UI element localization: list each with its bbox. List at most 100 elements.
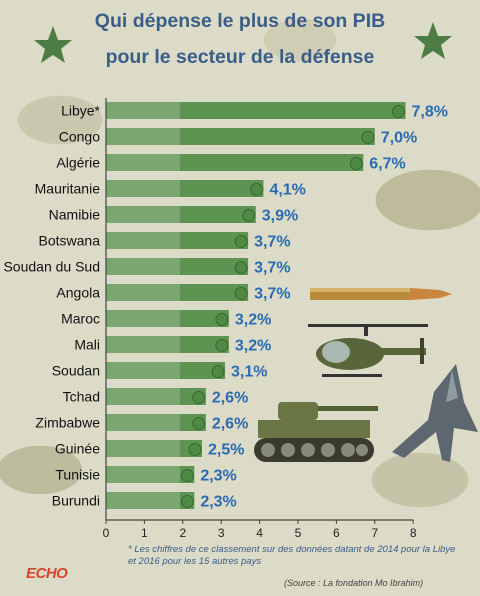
data-label: 7,8%	[412, 104, 448, 121]
bar	[106, 154, 364, 171]
money-bag-icon	[250, 183, 263, 196]
bar	[106, 128, 375, 145]
category-label: Soudan du Sud	[3, 259, 100, 275]
data-label: 2,5%	[208, 442, 244, 459]
data-label: 3,7%	[254, 234, 290, 251]
bar	[106, 336, 229, 353]
category-label: Angola	[56, 285, 100, 301]
flag-icon	[106, 414, 180, 431]
money-bag-icon	[211, 365, 225, 378]
bar	[106, 180, 264, 197]
data-label: 3,7%	[254, 286, 290, 303]
data-label: 3,9%	[262, 208, 298, 225]
money-bag-icon	[361, 131, 375, 144]
category-label: Zimbabwe	[35, 415, 100, 431]
chart-title-line1: Qui dépense le plus de son PIB	[94, 10, 386, 32]
flag-icon	[106, 206, 180, 223]
flag-icon	[106, 102, 180, 119]
data-label: 3,2%	[235, 312, 271, 329]
chart-title-line2: pour le secteur de la défense	[105, 46, 375, 68]
money-bag-icon	[180, 495, 194, 508]
source-note: (Source : La fondation Mo Ibrahim)	[284, 578, 424, 588]
bullet-illustration	[310, 288, 452, 300]
category-label: Botswana	[39, 233, 101, 249]
money-bag-icon	[234, 235, 248, 248]
category-label: Soudan	[52, 363, 100, 379]
x-tick-label: 7	[371, 526, 378, 540]
flag-icon	[106, 232, 180, 249]
star-icon	[34, 26, 72, 63]
flag-icon	[106, 388, 180, 405]
bar	[106, 284, 249, 301]
money-bag-icon	[180, 469, 194, 482]
category-label: Congo	[59, 129, 100, 145]
category-label: Algérie	[56, 155, 100, 171]
money-bag-icon	[349, 157, 363, 170]
flag-icon	[106, 180, 180, 197]
x-tick-label: 8	[410, 526, 417, 540]
money-bag-icon	[215, 313, 229, 326]
data-label: 3,1%	[231, 364, 267, 381]
bar	[106, 388, 206, 405]
data-label: 2,3%	[200, 468, 236, 485]
category-label: Libye*	[61, 103, 100, 119]
data-label: 2,3%	[200, 494, 236, 511]
money-bag-icon	[215, 339, 229, 352]
bar	[106, 206, 256, 223]
category-label: Mali	[74, 337, 100, 353]
bar-chart: Libye* 7,8% Congo 7,0% Algérie 6,7% Mauritanie…	[3, 98, 448, 540]
money-bag-icon	[234, 261, 248, 274]
data-label: 4,1%	[269, 182, 305, 199]
flag-icon	[106, 492, 180, 509]
category-label: Mauritanie	[35, 181, 101, 197]
flag-icon	[106, 258, 180, 275]
star-icon	[414, 22, 452, 59]
tank-illustration	[254, 402, 378, 462]
flag-icon	[106, 128, 180, 145]
category-label: Tunisie	[55, 467, 100, 483]
flag-icon	[106, 154, 180, 171]
x-tick-label: 0	[103, 526, 110, 540]
data-label: 3,2%	[235, 338, 271, 355]
flag-icon	[106, 362, 180, 379]
category-label: Namibie	[49, 207, 101, 223]
category-label: Tchad	[63, 389, 100, 405]
x-tick-label: 5	[295, 526, 302, 540]
x-tick-label: 3	[218, 526, 225, 540]
money-bag-icon	[192, 417, 206, 430]
category-label: Maroc	[61, 311, 100, 327]
money-bag-icon	[242, 209, 256, 222]
data-label: 2,6%	[212, 390, 248, 407]
bar	[106, 466, 195, 483]
bar	[106, 440, 202, 457]
x-tick-label: 4	[256, 526, 263, 540]
flag-icon	[106, 466, 180, 483]
bar	[106, 362, 226, 379]
bar	[106, 232, 249, 249]
bar	[106, 492, 195, 509]
bar	[106, 102, 406, 119]
echo-logo: ECHO	[26, 565, 68, 582]
footnote: * Les chiffres de ce classement sur des …	[128, 544, 456, 567]
money-bag-icon	[192, 391, 206, 404]
flag-icon	[106, 336, 180, 353]
money-bag-icon	[392, 105, 405, 118]
flag-icon	[106, 310, 180, 327]
flag-icon	[106, 440, 180, 457]
data-label: 7,0%	[381, 130, 417, 147]
flag-icon	[106, 284, 180, 301]
data-label: 6,7%	[369, 156, 405, 173]
x-tick-label: 1	[141, 526, 148, 540]
bar	[106, 310, 229, 327]
x-tick-label: 6	[333, 526, 340, 540]
bar	[106, 258, 249, 275]
category-label: Guinée	[55, 441, 100, 457]
money-bag-icon	[188, 443, 202, 456]
helicopter-illustration	[308, 324, 428, 377]
header: Qui dépense le plus de son PIB pour le s…	[0, 0, 480, 86]
bar	[106, 414, 206, 431]
money-bag-icon	[234, 287, 248, 300]
x-tick-label: 2	[179, 526, 186, 540]
data-label: 3,7%	[254, 260, 290, 277]
